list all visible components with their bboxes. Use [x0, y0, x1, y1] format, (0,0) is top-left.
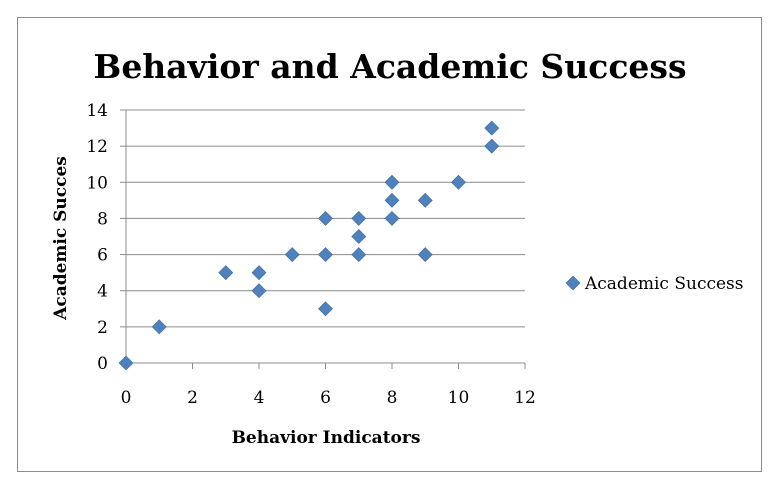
y-tick-label: 2 — [97, 318, 108, 338]
legend-marker-icon — [565, 275, 581, 291]
y-tick-label: 14 — [86, 101, 108, 121]
y-tick-label: 0 — [97, 354, 108, 374]
chart-title: Behavior and Academic Success — [93, 47, 686, 86]
y-tick-labels: 0 2 4 6 8 10 12 14 — [86, 101, 108, 374]
data-point — [417, 192, 433, 208]
data-point — [484, 120, 500, 136]
data-point — [118, 355, 134, 371]
y-tick-label: 6 — [97, 246, 108, 266]
data-point — [251, 265, 267, 281]
x-tick-label: 12 — [514, 388, 536, 408]
legend: Academic Success — [565, 274, 744, 294]
legend-label: Academic Success — [584, 274, 744, 294]
x-tick-label: 2 — [187, 388, 198, 408]
chart-frame — [17, 17, 762, 472]
x-tick-label: 4 — [254, 388, 265, 408]
y-axis-title: Academic Succes — [51, 156, 71, 321]
data-point — [351, 229, 367, 244]
data-point — [384, 211, 400, 226]
data-point — [151, 319, 167, 335]
x-tick-label: 10 — [448, 388, 470, 408]
x-axis-title: Behavior Indicators — [232, 428, 421, 448]
data-point — [218, 265, 234, 281]
data-point — [318, 211, 333, 226]
x-tick-labels: 0 2 4 6 8 10 12 — [121, 388, 536, 408]
data-points — [118, 120, 500, 371]
data-point — [251, 283, 267, 299]
data-point — [384, 174, 400, 190]
data-point — [417, 247, 433, 262]
data-point — [351, 247, 367, 262]
data-point — [318, 301, 333, 317]
y-tick-label: 12 — [86, 137, 108, 157]
gridlines — [126, 109, 525, 328]
y-tick-label: 8 — [97, 209, 108, 229]
y-tick-label: 10 — [86, 173, 108, 193]
data-point — [384, 192, 400, 208]
data-point — [284, 247, 300, 262]
y-tick-label: 4 — [97, 282, 108, 302]
data-point — [318, 247, 333, 262]
x-tick-label: 8 — [387, 388, 398, 408]
x-tick-label: 0 — [121, 388, 132, 408]
data-point — [351, 211, 367, 226]
data-point — [451, 174, 466, 190]
data-point — [484, 138, 500, 154]
axes — [120, 109, 526, 369]
x-tick-label: 6 — [320, 388, 331, 408]
